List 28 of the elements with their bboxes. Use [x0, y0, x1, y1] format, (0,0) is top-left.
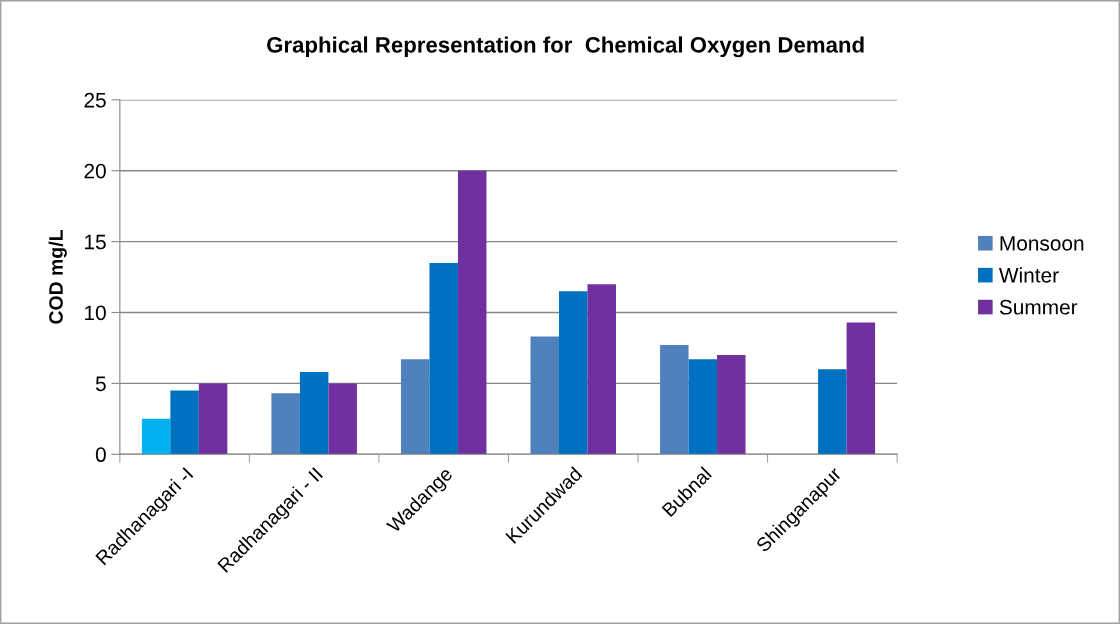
- bar: [457, 170, 487, 455]
- bar: [818, 369, 847, 455]
- bar: [688, 359, 718, 455]
- y-tick-label: 5: [95, 376, 106, 392]
- bar: [198, 383, 228, 455]
- y-tick-label: 25: [84, 92, 106, 108]
- y-tick-label: 0: [95, 447, 106, 463]
- bar: [328, 383, 357, 455]
- bar: [846, 322, 876, 455]
- y-tick-label: 15: [85, 234, 106, 250]
- legend-label: Monsoon: [1000, 236, 1084, 251]
- bar: [717, 355, 746, 455]
- bar: [660, 345, 689, 455]
- bar: [170, 390, 199, 455]
- y-tick-label: 10: [85, 305, 106, 321]
- y-tick-label: 20: [84, 163, 106, 179]
- bar: [299, 372, 329, 455]
- bar: [559, 291, 588, 455]
- chart-title: Graphical Representation for Chemical Oxygen Demand: [267, 36, 864, 58]
- legend-label: Summer: [999, 299, 1078, 315]
- bar: [587, 284, 616, 455]
- bar: [429, 262, 458, 455]
- y-axis-title: COD mg/L: [48, 230, 67, 324]
- legend-label: Winter: [998, 267, 1059, 283]
- bar: [530, 336, 559, 455]
- bar: [400, 359, 430, 455]
- bar: [271, 393, 300, 455]
- bar: [141, 418, 171, 455]
